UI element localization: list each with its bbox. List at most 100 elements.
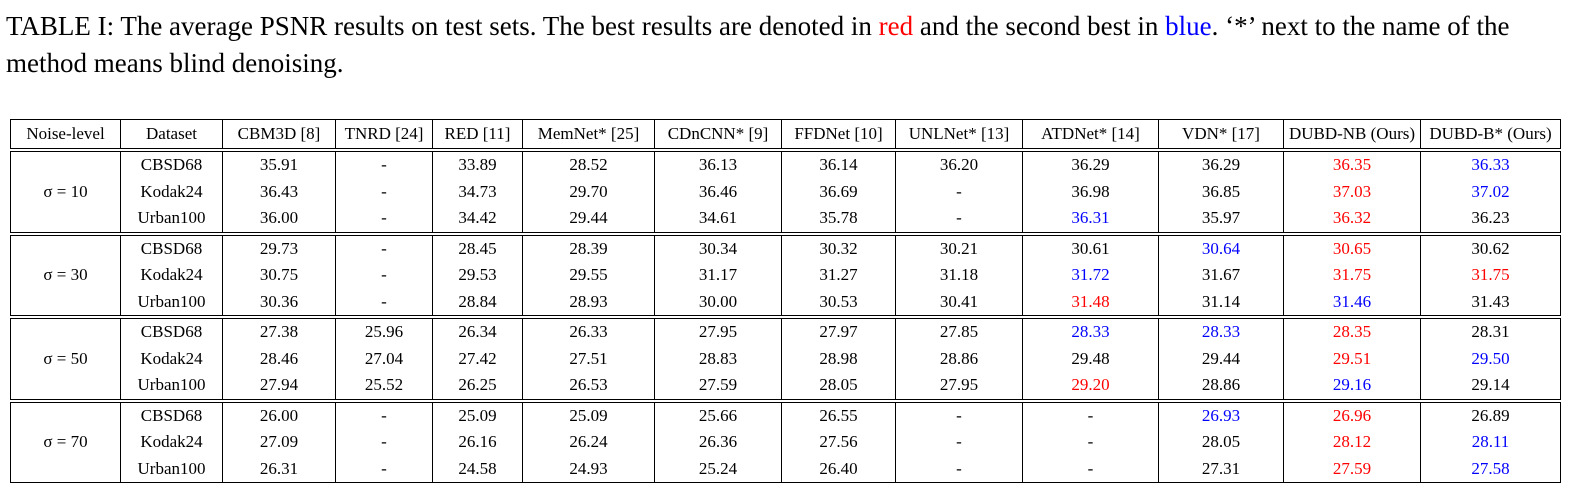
- dataset-cell: CBSD68: [120, 233, 223, 262]
- value-cell: 28.86: [1158, 372, 1284, 401]
- header-cell: ATDNet* [14]: [1022, 119, 1159, 151]
- value-cell: 30.75: [222, 262, 336, 289]
- dataset-cell: CBSD68: [120, 317, 223, 346]
- value-cell: 31.72: [1022, 262, 1159, 289]
- value-cell: 34.73: [432, 178, 523, 205]
- caption-blue: blue: [1165, 11, 1212, 41]
- value-cell: 28.33: [1022, 317, 1159, 346]
- value-cell: -: [895, 455, 1023, 483]
- value-cell: 25.09: [432, 400, 523, 429]
- value-cell: 28.33: [1158, 317, 1284, 346]
- value-cell: 26.40: [781, 455, 896, 483]
- value-cell: -: [335, 205, 433, 234]
- dataset-cell: Kodak24: [120, 345, 223, 372]
- value-cell: 26.93: [1158, 400, 1284, 429]
- value-cell: 27.94: [222, 372, 336, 401]
- value-cell: 34.42: [432, 205, 523, 234]
- value-cell: 28.39: [522, 233, 655, 262]
- value-cell: 27.09: [222, 429, 336, 456]
- data-row: Urban100 36.00-34.42 29.44 34.61 35.78-36.31…: [11, 205, 1561, 234]
- value-cell: 30.36: [222, 288, 336, 317]
- value-cell: 27.42: [432, 345, 523, 372]
- caption-red: red: [878, 11, 914, 41]
- value-cell: 30.62: [1420, 233, 1561, 262]
- noise-level-cell: σ = 70: [10, 400, 121, 483]
- value-cell: 36.31: [1022, 205, 1159, 234]
- noise-level-cell: σ = 30: [10, 233, 121, 317]
- value-cell: 36.14: [781, 150, 896, 179]
- value-cell: 36.85: [1158, 178, 1284, 205]
- header-cell: MemNet* [25]: [522, 119, 655, 151]
- value-cell: 36.29: [1158, 150, 1284, 179]
- value-cell: -: [895, 178, 1023, 205]
- header-cell: VDN* [17]: [1158, 119, 1284, 151]
- value-cell: 27.56: [781, 429, 896, 456]
- value-cell: 28.45: [432, 233, 523, 262]
- value-cell: 29.50: [1420, 345, 1561, 372]
- value-cell: 27.04: [335, 345, 433, 372]
- table-header: Noise-level Dataset CBM3D [8] TNRD [24] RED …: [10, 119, 1561, 151]
- data-row: σ = 30 CBSD68 29.73-28.45 28.39 30.34 30.32 30…: [10, 233, 1561, 317]
- value-cell: 31.67: [1158, 262, 1284, 289]
- value-cell: 31.43: [1420, 288, 1561, 317]
- value-cell: -: [895, 400, 1023, 429]
- value-cell: 35.78: [781, 205, 896, 234]
- data-row: Kodak24 28.46 27.04 27.42 27.51 28.83 28.98 28.…: [11, 345, 1561, 372]
- value-cell: 37.03: [1283, 178, 1421, 205]
- value-cell: 26.25: [432, 372, 523, 401]
- value-cell: 27.59: [1283, 455, 1421, 483]
- dataset-cell: Urban100: [120, 372, 223, 401]
- value-cell: 36.32: [1283, 205, 1421, 234]
- value-cell: -: [335, 150, 433, 179]
- value-cell: -: [335, 288, 433, 317]
- data-row: σ = 50 CBSD68 27.38 25.96 26.34 26.33 27.95 27.…: [10, 317, 1561, 401]
- caption-text: . ‘*’ next to the name of the method mea…: [6, 11, 1510, 78]
- value-cell: 30.41: [895, 288, 1023, 317]
- value-cell: 33.89: [432, 150, 523, 179]
- value-cell: 26.31: [222, 455, 336, 483]
- noise-level-cell: σ = 50: [10, 317, 121, 401]
- table-caption: TABLE I: The average PSNR results on tes…: [6, 8, 1576, 82]
- value-cell: 35.91: [222, 150, 336, 179]
- value-cell: 28.83: [654, 345, 782, 372]
- dataset-cell: Urban100: [120, 288, 223, 317]
- dataset-cell: Kodak24: [120, 262, 223, 289]
- dataset-cell: CBSD68: [120, 400, 223, 429]
- header-cell: UNLNet* [13]: [895, 119, 1023, 151]
- value-cell: 35.97: [1158, 205, 1284, 234]
- value-cell: 36.35: [1283, 150, 1421, 179]
- value-cell: 28.46: [222, 345, 336, 372]
- data-row: Urban100 30.36-28.84 28.93 30.00 30.53 30.41 3…: [11, 288, 1561, 317]
- value-cell: -: [895, 205, 1023, 234]
- header-cell: Noise-level: [10, 119, 121, 151]
- value-cell: 28.86: [895, 345, 1023, 372]
- value-cell: 24.93: [522, 455, 655, 483]
- value-cell: 36.23: [1420, 205, 1561, 234]
- value-cell: 26.89: [1420, 400, 1561, 429]
- value-cell: 31.46: [1283, 288, 1421, 317]
- value-cell: 29.16: [1283, 372, 1421, 401]
- value-cell: 26.16: [432, 429, 523, 456]
- value-cell: -: [895, 429, 1023, 456]
- value-cell: 29.70: [522, 178, 655, 205]
- value-cell: 26.24: [522, 429, 655, 456]
- value-cell: 31.27: [781, 262, 896, 289]
- value-cell: 28.12: [1283, 429, 1421, 456]
- value-cell: 34.61: [654, 205, 782, 234]
- data-row: σ = 70 CBSD68 26.00-25.09 25.09 25.66 26.55- -…: [10, 400, 1561, 483]
- value-cell: 30.65: [1283, 233, 1421, 262]
- value-cell: 31.75: [1283, 262, 1421, 289]
- data-row: Urban100 27.94 25.52 26.25 26.53 27.59 28.05 27…: [11, 372, 1561, 401]
- value-cell: 26.55: [781, 400, 896, 429]
- value-cell: 27.51: [522, 345, 655, 372]
- value-cell: 25.52: [335, 372, 433, 401]
- header-cell: TNRD [24]: [335, 119, 433, 151]
- noise-group: σ = 70 CBSD68 26.00-25.09 25.09 25.66 26.55- -…: [10, 400, 1561, 483]
- value-cell: -: [335, 455, 433, 483]
- value-cell: 31.18: [895, 262, 1023, 289]
- value-cell: 27.95: [895, 372, 1023, 401]
- value-cell: 25.09: [522, 400, 655, 429]
- value-cell: 36.46: [654, 178, 782, 205]
- noise-level-cell: σ = 10: [10, 150, 121, 234]
- value-cell: 28.11: [1420, 429, 1561, 456]
